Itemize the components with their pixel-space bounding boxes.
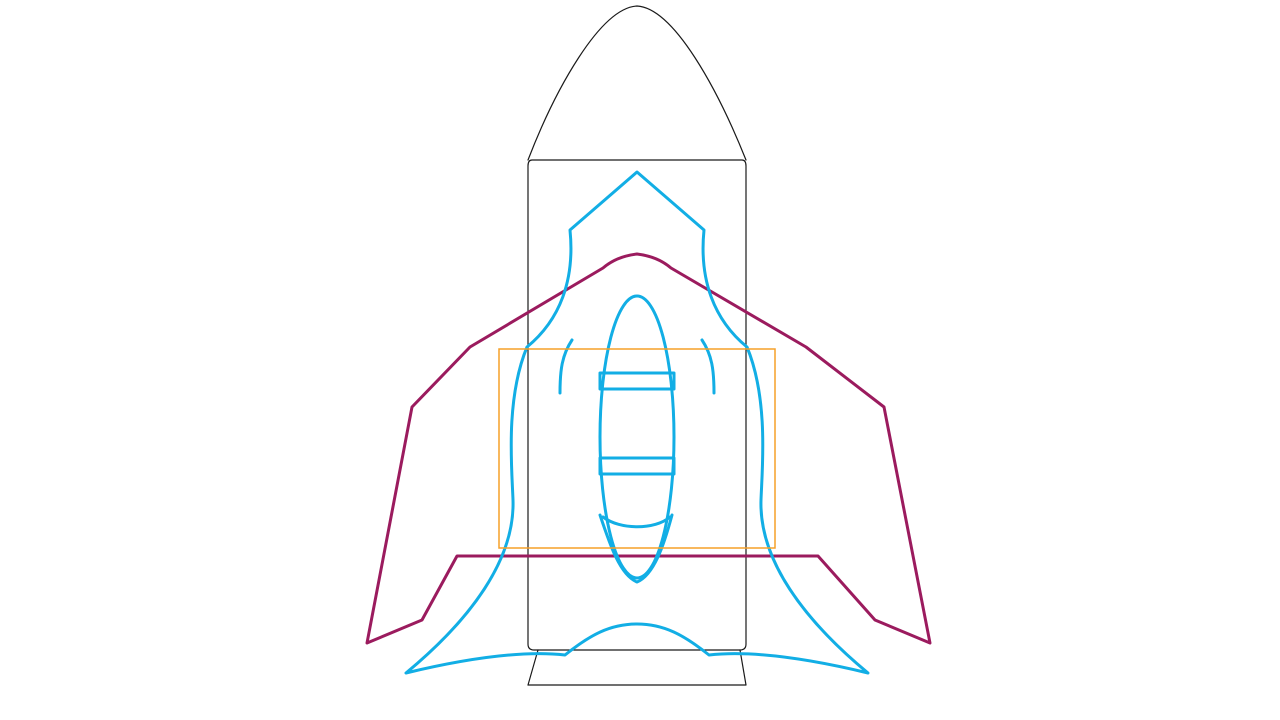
capsule-tail-arc <box>601 515 672 529</box>
rocket-body-outline <box>527 5 747 686</box>
delta-wing-outline <box>365 252 932 645</box>
right-vent-line <box>700 338 716 395</box>
delta-wing-shape <box>365 252 932 645</box>
rocket-nozzle <box>527 649 747 686</box>
central-capsule <box>598 294 676 580</box>
left-vent-line <box>558 338 574 395</box>
capsule-upper-band <box>598 371 676 391</box>
capsule-lower-band <box>598 456 676 476</box>
highlight-box <box>498 348 776 549</box>
orbiter-outline <box>404 170 870 675</box>
orbiter-shape <box>404 170 870 675</box>
rocket-nose-cone <box>527 5 747 161</box>
capsule-tail-cone <box>598 513 674 584</box>
